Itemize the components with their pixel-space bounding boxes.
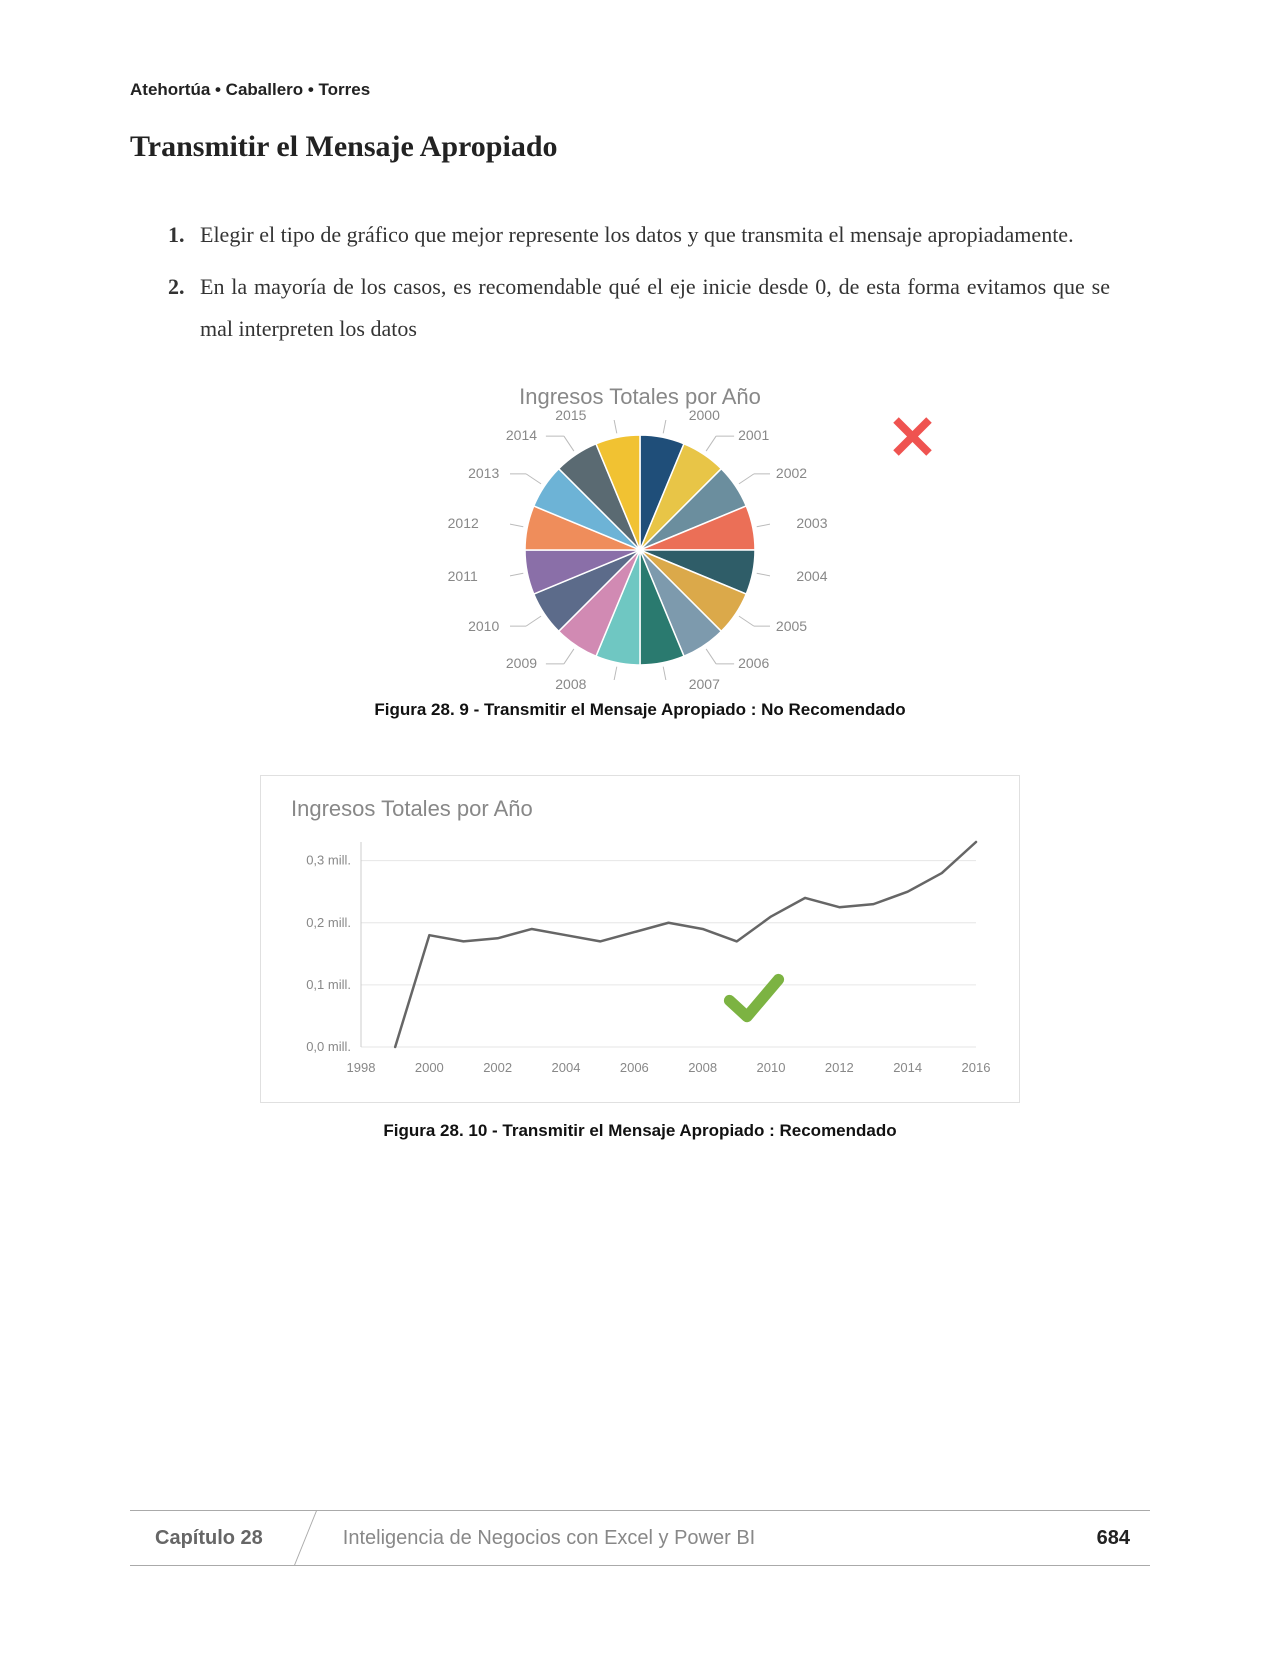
line-chart: 0,0 mill. 0,1 mill. 0,2 mill. 0,3 mill. 1998… xyxy=(291,822,991,1082)
header-authors: Atehortúa • Caballero • Torres xyxy=(130,80,1150,100)
x-tick-label: 2012 xyxy=(825,1060,854,1075)
y-tick-label: 0,3 mill. xyxy=(306,853,351,868)
pie-slice-label: 2011 xyxy=(448,568,478,584)
pie-slice-label: 2008 xyxy=(555,676,586,692)
list-item-1: Elegir el tipo de gráfico que mejor repr… xyxy=(190,214,1110,256)
pie-slice-label: 2002 xyxy=(776,465,807,481)
footer-book-title: Inteligencia de Negocios con Excel y Pow… xyxy=(288,1527,1097,1550)
x-tick-label: 1998 xyxy=(347,1060,376,1075)
pie-slice-label: 2013 xyxy=(468,465,499,481)
line-chart-title: Ingresos Totales por Año xyxy=(291,796,989,822)
x-icon xyxy=(885,409,940,469)
pie-chart-title: Ingresos Totales por Año xyxy=(130,384,1150,410)
x-tick-label: 2006 xyxy=(620,1060,649,1075)
pie-slice-label: 2009 xyxy=(506,655,537,671)
pie-slice-label: 2012 xyxy=(448,515,479,531)
x-tick-label: 2010 xyxy=(757,1060,786,1075)
pie-slice-label: 2010 xyxy=(468,618,499,634)
x-tick-label: 2004 xyxy=(552,1060,581,1075)
y-tick-label: 0,0 mill. xyxy=(306,1039,351,1054)
pie-slice-label: 2004 xyxy=(796,568,827,584)
footer-page-number: 684 xyxy=(1097,1527,1150,1550)
page-footer: Capítulo 28 Inteligencia de Negocios con… xyxy=(130,1510,1150,1566)
pie-slice-label: 2005 xyxy=(776,618,807,634)
pie-slice-label: 2003 xyxy=(796,515,827,531)
y-tick-label: 0,1 mill. xyxy=(306,977,351,992)
pie-slice-label: 2015 xyxy=(555,407,586,423)
line-series xyxy=(395,842,976,1047)
numbered-list: Elegir el tipo de gráfico que mejor repr… xyxy=(130,214,1150,349)
footer-chapter: Capítulo 28 xyxy=(130,1511,288,1565)
x-tick-label: 2000 xyxy=(415,1060,444,1075)
y-tick-label: 0,2 mill. xyxy=(306,915,351,930)
x-tick-label: 2014 xyxy=(893,1060,922,1075)
line-chart-figure: Ingresos Totales por Año 0,0 mill. 0,1 mi… xyxy=(260,775,1020,1103)
x-tick-label: 2016 xyxy=(962,1060,991,1075)
pie-slice-label: 2006 xyxy=(738,655,769,671)
pie-slice-label: 2007 xyxy=(689,676,720,692)
x-tick-label: 2002 xyxy=(483,1060,512,1075)
pie-slice-label: 2014 xyxy=(506,427,537,443)
list-item-2: En la mayoría de los casos, es recomenda… xyxy=(190,266,1110,350)
x-tick-label: 2008 xyxy=(688,1060,717,1075)
check-icon xyxy=(719,962,789,1037)
pie-slice-label: 2001 xyxy=(738,427,769,443)
pie-chart-figure: Ingresos Totales por Año 200020012002200… xyxy=(130,384,1150,720)
pie-slice-label: 2000 xyxy=(689,407,720,423)
figure-caption-1: Figura 28. 9 - Transmitir el Mensaje Apr… xyxy=(130,700,1150,720)
pie-chart: 2000200120022003200420052006200720082009… xyxy=(510,420,770,685)
section-title: Transmitir el Mensaje Apropiado xyxy=(130,130,1150,164)
figure-caption-2: Figura 28. 10 - Transmitir el Mensaje Ap… xyxy=(130,1121,1150,1141)
